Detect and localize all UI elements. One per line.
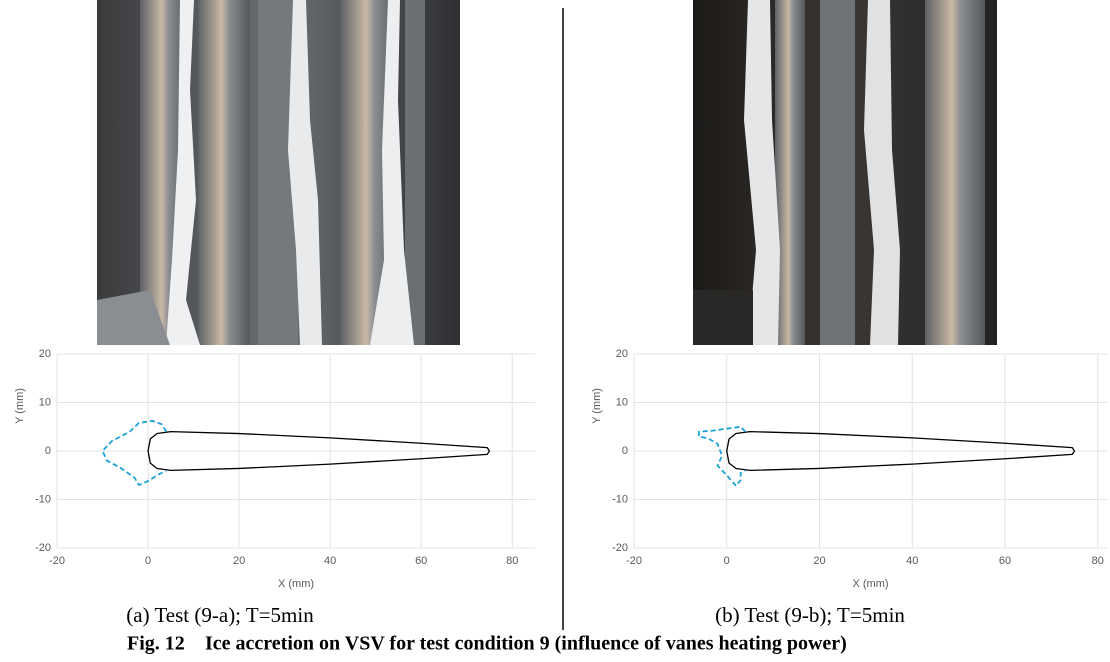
x-tick-label: 40 — [906, 555, 918, 567]
x-tick-label: 0 — [145, 555, 151, 567]
figure-label: Fig. 12 — [127, 633, 185, 655]
x-tick-label: 20 — [813, 555, 825, 567]
y-axis-label: Y (mm) — [591, 388, 603, 424]
x-tick-label: 80 — [506, 555, 518, 567]
x-tick-label: -20 — [626, 555, 642, 567]
y-axis-label: Y (mm) — [14, 388, 26, 424]
x-tick-label: 40 — [324, 555, 336, 567]
y-tick-label: 0 — [45, 445, 51, 457]
y-tick-label: -20 — [612, 542, 628, 554]
panel-caption: (a) Test (9-a); T=5min — [126, 603, 314, 627]
x-tick-label: 60 — [415, 555, 427, 567]
x-tick-label: 80 — [1092, 555, 1104, 567]
figure-caption: Ice accretion on VSV for test condition … — [205, 633, 847, 655]
x-tick-label: 20 — [233, 555, 245, 567]
x-axis-label: X (mm) — [852, 578, 888, 590]
photo-a — [97, 0, 460, 345]
vane-profile — [726, 430, 1076, 472]
y-tick-label: 0 — [622, 445, 628, 457]
ice-shape — [698, 425, 746, 487]
y-tick-label: 20 — [39, 348, 51, 360]
ice-shape — [101, 420, 168, 486]
x-axis-label: X (mm) — [278, 578, 314, 590]
photo-b — [693, 0, 997, 345]
y-tick-label: 20 — [616, 348, 628, 360]
vane-profile — [147, 430, 491, 472]
y-tick-label: 10 — [39, 396, 51, 408]
y-tick-label: -20 — [35, 542, 51, 554]
x-tick-label: 60 — [999, 555, 1011, 567]
y-tick-label: -10 — [35, 493, 51, 505]
panel-caption: (b) Test (9-b); T=5min — [715, 603, 905, 627]
x-tick-label: -20 — [49, 555, 65, 567]
y-tick-label: -10 — [612, 493, 628, 505]
x-tick-label: 0 — [724, 555, 730, 567]
y-tick-label: 10 — [616, 396, 628, 408]
